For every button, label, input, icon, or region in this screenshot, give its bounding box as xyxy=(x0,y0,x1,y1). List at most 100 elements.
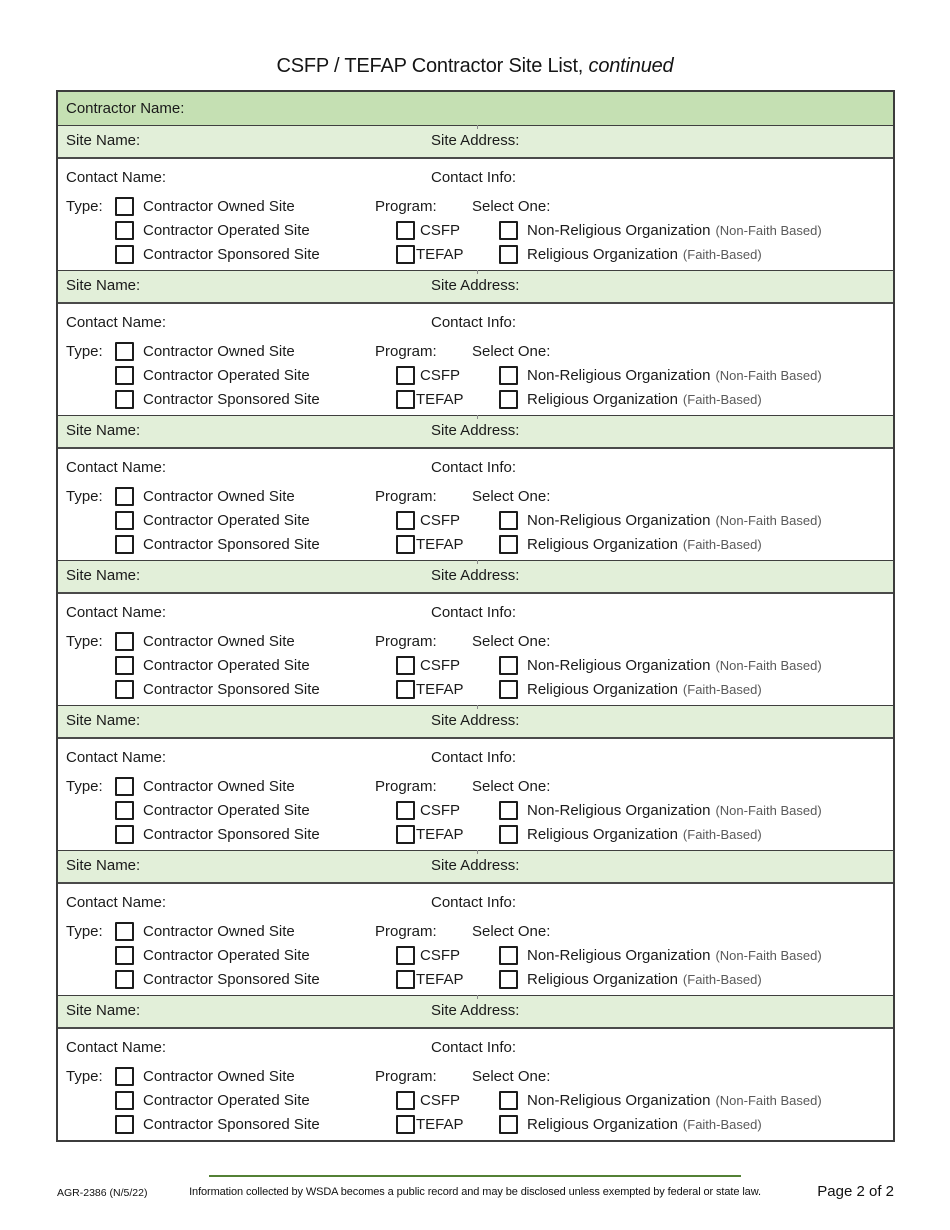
checkbox-contractor-operated-site[interactable] xyxy=(115,1090,134,1110)
type-options-column: Contractor Owned Site Contractor Operate… xyxy=(115,1064,320,1136)
organization-option-label: Non-Religious Organization xyxy=(527,221,711,239)
organization-options-column: Non-Religious Organization (Non-Faith Ba… xyxy=(499,1088,822,1136)
type-option-label: Contractor Operated Site xyxy=(143,946,310,964)
organization-option-label: Religious Organization xyxy=(527,390,678,408)
site-name-label: Site Name: xyxy=(66,132,141,149)
checkbox-religious-organization[interactable] xyxy=(499,244,518,264)
organization-option-note: (Faith-Based) xyxy=(682,536,762,552)
contractor-name-row: Contractor Name: xyxy=(58,92,893,126)
organization-option-note: (Faith-Based) xyxy=(682,826,762,842)
organization-option-note: (Faith-Based) xyxy=(682,681,762,697)
program-option-label: CSFP xyxy=(420,801,461,819)
checkbox-contractor-sponsored-site[interactable] xyxy=(115,969,134,989)
checkbox-non-religious-organization[interactable] xyxy=(499,1090,518,1110)
checkbox-contractor-sponsored-site[interactable] xyxy=(115,534,134,554)
type-option-label: Contractor Sponsored Site xyxy=(143,245,320,263)
checkbox-religious-organization[interactable] xyxy=(499,1114,518,1134)
checkbox-contractor-operated-site[interactable] xyxy=(115,655,134,675)
organization-option-note: (Non-Faith Based) xyxy=(715,947,822,963)
checkbox-tefap[interactable] xyxy=(396,1114,415,1134)
checkbox-contractor-operated-site[interactable] xyxy=(115,510,134,530)
checkbox-non-religious-organization[interactable] xyxy=(499,365,518,385)
type-label: Type: xyxy=(66,633,103,650)
checkbox-contractor-sponsored-site[interactable] xyxy=(115,824,134,844)
checkbox-csfp[interactable] xyxy=(396,220,415,240)
checkbox-religious-organization[interactable] xyxy=(499,389,518,409)
checkbox-religious-organization[interactable] xyxy=(499,534,518,554)
program-label: Program: xyxy=(375,198,437,215)
checkbox-tefap[interactable] xyxy=(396,244,415,264)
contact-info-label: Contact Info: xyxy=(431,169,517,186)
checkbox-tefap[interactable] xyxy=(396,824,415,844)
site-address-label: Site Address: xyxy=(431,132,520,149)
site-header-row: Site Name: Site Address: xyxy=(58,850,893,884)
checkbox-religious-organization[interactable] xyxy=(499,824,518,844)
checkbox-non-religious-organization[interactable] xyxy=(499,510,518,530)
program-option-row: TEFAP xyxy=(396,532,464,556)
type-option-label: Contractor Owned Site xyxy=(143,632,295,650)
checkbox-contractor-operated-site[interactable] xyxy=(115,945,134,965)
checkbox-non-religious-organization[interactable] xyxy=(499,800,518,820)
program-options-column: CSFP TEFAP xyxy=(396,1088,464,1136)
checkbox-contractor-owned-site[interactable] xyxy=(115,1066,134,1086)
checkbox-csfp[interactable] xyxy=(396,365,415,385)
checkbox-non-religious-organization[interactable] xyxy=(499,945,518,965)
contact-row: Contact Name: Contact Info: xyxy=(58,1029,893,1064)
program-option-label: TEFAP xyxy=(416,390,464,408)
organization-options-column: Non-Religious Organization (Non-Faith Ba… xyxy=(499,508,822,556)
type-option-label: Contractor Sponsored Site xyxy=(143,535,320,553)
program-option-label: CSFP xyxy=(420,511,461,529)
checkbox-contractor-sponsored-site[interactable] xyxy=(115,389,134,409)
type-option-label: Contractor Sponsored Site xyxy=(143,825,320,843)
checkbox-contractor-sponsored-site[interactable] xyxy=(115,679,134,699)
organization-options-column: Non-Religious Organization (Non-Faith Ba… xyxy=(499,363,822,411)
checkbox-non-religious-organization[interactable] xyxy=(499,220,518,240)
site-block: Site Name: Site Address: Contact Name: C… xyxy=(58,705,893,851)
checkbox-contractor-owned-site[interactable] xyxy=(115,196,134,216)
checkbox-contractor-sponsored-site[interactable] xyxy=(115,1114,134,1134)
type-option-row: Contractor Operated Site xyxy=(115,943,320,967)
site-block: Site Name: Site Address: Contact Name: C… xyxy=(58,415,893,561)
program-option-label: TEFAP xyxy=(416,970,464,988)
type-label: Type: xyxy=(66,923,103,940)
checkbox-contractor-owned-site[interactable] xyxy=(115,341,134,361)
checkbox-contractor-owned-site[interactable] xyxy=(115,921,134,941)
contact-row: Contact Name: Contact Info: xyxy=(58,884,893,919)
checkbox-religious-organization[interactable] xyxy=(499,679,518,699)
checkbox-contractor-operated-site[interactable] xyxy=(115,365,134,385)
type-option-row: Contractor Sponsored Site xyxy=(115,532,320,556)
type-option-label: Contractor Sponsored Site xyxy=(143,970,320,988)
checkbox-contractor-operated-site[interactable] xyxy=(115,800,134,820)
checkbox-non-religious-organization[interactable] xyxy=(499,655,518,675)
checkbox-tefap[interactable] xyxy=(396,679,415,699)
type-option-row: Contractor Owned Site xyxy=(115,919,320,943)
site-name-label: Site Name: xyxy=(66,1002,141,1019)
checkbox-contractor-owned-site[interactable] xyxy=(115,776,134,796)
type-option-row: Contractor Owned Site xyxy=(115,1064,320,1088)
organization-options-column: Non-Religious Organization (Non-Faith Ba… xyxy=(499,798,822,846)
program-option-row: CSFP xyxy=(396,653,464,677)
checkbox-csfp[interactable] xyxy=(396,945,415,965)
select-one-label: Select One: xyxy=(472,488,551,505)
checkbox-tefap[interactable] xyxy=(396,389,415,409)
program-option-label: TEFAP xyxy=(416,245,464,263)
site-options-area: Type: Contractor Owned Site Contractor O… xyxy=(58,629,893,705)
type-option-label: Contractor Operated Site xyxy=(143,366,310,384)
checkbox-csfp[interactable] xyxy=(396,510,415,530)
contact-row: Contact Name: Contact Info: xyxy=(58,594,893,629)
checkbox-contractor-operated-site[interactable] xyxy=(115,220,134,240)
checkbox-contractor-owned-site[interactable] xyxy=(115,486,134,506)
organization-option-label: Non-Religious Organization xyxy=(527,1091,711,1109)
type-option-label: Contractor Operated Site xyxy=(143,511,310,529)
checkbox-religious-organization[interactable] xyxy=(499,969,518,989)
checkbox-contractor-sponsored-site[interactable] xyxy=(115,244,134,264)
checkbox-csfp[interactable] xyxy=(396,800,415,820)
checkbox-tefap[interactable] xyxy=(396,969,415,989)
site-block: Site Name: Site Address: Contact Name: C… xyxy=(58,560,893,706)
checkbox-tefap[interactable] xyxy=(396,534,415,554)
type-label: Type: xyxy=(66,1068,103,1085)
checkbox-csfp[interactable] xyxy=(396,655,415,675)
checkbox-contractor-owned-site[interactable] xyxy=(115,631,134,651)
checkbox-csfp[interactable] xyxy=(396,1090,415,1110)
organization-option-label: Religious Organization xyxy=(527,680,678,698)
